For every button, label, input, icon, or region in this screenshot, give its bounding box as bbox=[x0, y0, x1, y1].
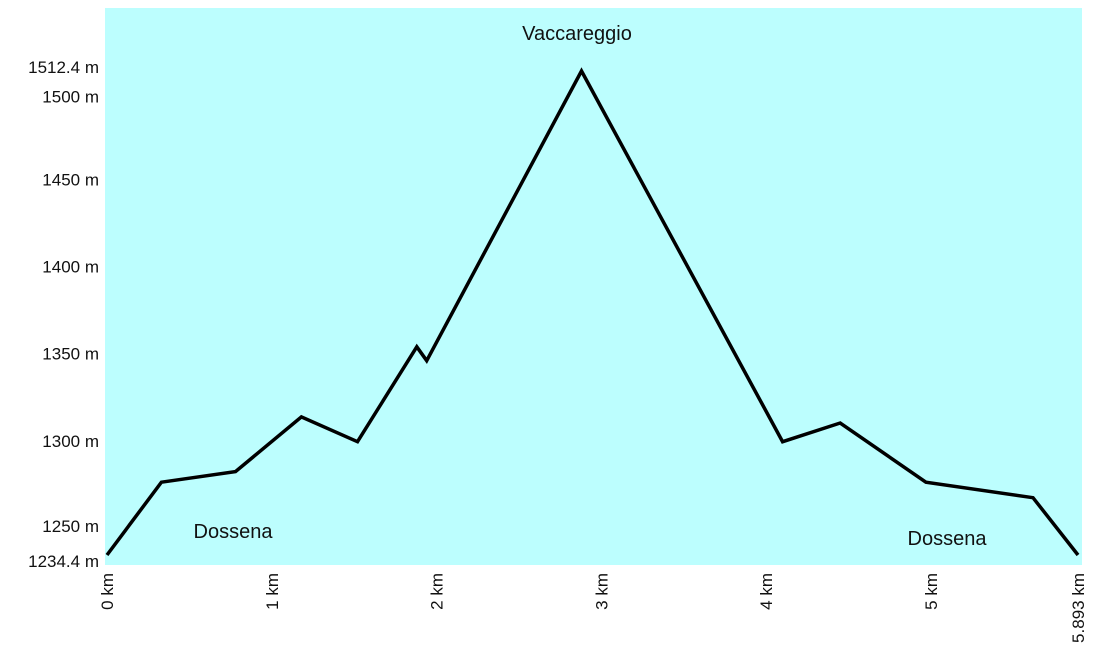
y-tick-label: 1350 m bbox=[42, 345, 99, 364]
y-tick-label: 1250 m bbox=[42, 517, 99, 536]
y-tick-label: 1450 m bbox=[42, 171, 99, 190]
y-tick-label: 1500 m bbox=[42, 88, 99, 107]
elevation-line bbox=[105, 67, 1080, 557]
place-label: Vaccareggio bbox=[522, 23, 632, 45]
y-tick-label: 1512.4 m bbox=[28, 58, 99, 77]
y-tick-label: 1400 m bbox=[42, 258, 99, 277]
plot-area bbox=[105, 8, 1082, 565]
x-tick-label: 5.893 km bbox=[1069, 573, 1088, 643]
elevation-series bbox=[105, 67, 1080, 557]
x-tick-label: 3 km bbox=[592, 573, 611, 610]
y-tick-label: 1300 m bbox=[42, 432, 99, 451]
annotations: Vaccareggio Dossena Dossena bbox=[194, 23, 988, 550]
place-label: Dossena bbox=[194, 521, 274, 543]
x-tick-label: 0 km bbox=[98, 573, 117, 610]
x-tick-label: 4 km bbox=[757, 573, 776, 610]
x-tick-label: 2 km bbox=[428, 573, 447, 610]
x-tick-label: 5 km bbox=[922, 573, 941, 610]
x-axis: 0 km 1 km 2 km 3 km 4 km 5 km 5.893 km bbox=[98, 573, 1088, 643]
x-tick-label: 1 km bbox=[263, 573, 282, 610]
place-label: Dossena bbox=[908, 528, 988, 550]
y-axis: 1512.4 m 1500 m 1450 m 1400 m 1350 m 1300 m 12… bbox=[28, 58, 99, 571]
y-tick-label: 1234.4 m bbox=[28, 552, 99, 571]
